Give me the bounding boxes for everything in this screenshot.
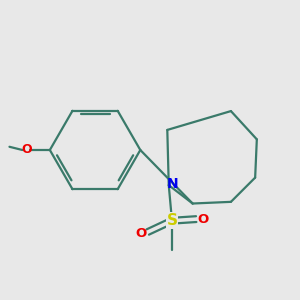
Text: O: O — [136, 227, 147, 240]
Text: S: S — [167, 213, 178, 228]
Text: N: N — [167, 177, 178, 190]
Text: O: O — [21, 143, 32, 157]
Text: O: O — [197, 213, 208, 226]
